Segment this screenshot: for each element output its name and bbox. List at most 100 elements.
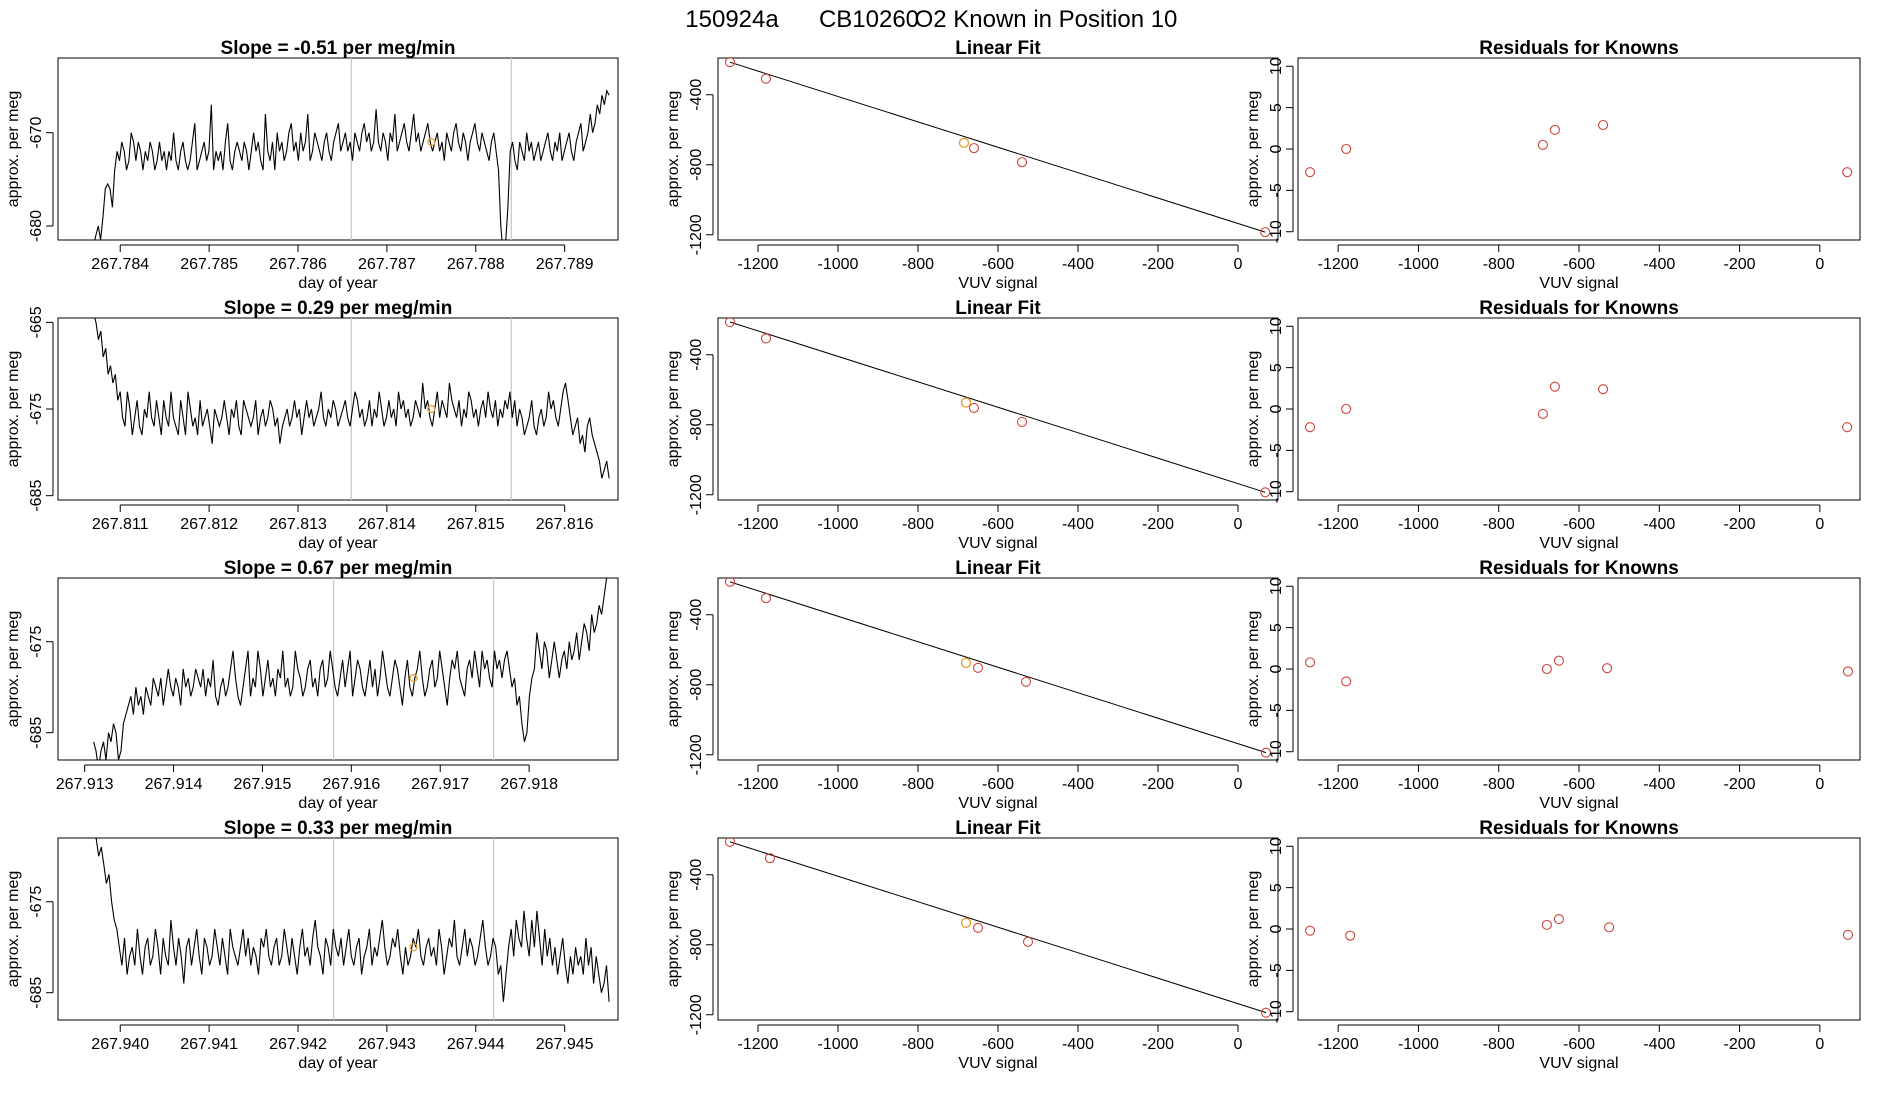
- row1-time-series-x-tick-label: 267.788: [447, 256, 505, 273]
- row2-time-series-plot-frame: [57, 317, 619, 501]
- row1-linear-fit-x-tick-label: -1200: [738, 256, 779, 273]
- row3-residuals-y-tick-label: -10: [1268, 740, 1285, 763]
- row3-linear-fit-x-tick-label: -1000: [818, 776, 859, 793]
- row4-residuals-x-tick-label: -200: [1724, 1036, 1756, 1053]
- row2-time-series-signal-trace: [94, 318, 610, 479]
- row1-residuals-known-point: [1537, 139, 1548, 150]
- row2-linear-fit-x-axis-label: VUV signal: [958, 535, 1037, 552]
- row4-linear-fit-known-point: [724, 838, 736, 847]
- row1-residuals-x-tick-label: 0: [1815, 256, 1824, 273]
- row1-linear-fit-known-point: [724, 58, 736, 68]
- row2-linear-fit-data-marks: [724, 318, 1271, 498]
- row1-residuals-known-point: [1341, 143, 1352, 155]
- row1-residuals-y-tick-label: 0: [1268, 144, 1285, 153]
- row4-time-series-x-tick-label: 267.940: [91, 1036, 149, 1053]
- row4-time-series-title: Slope = 0.33 per meg/min: [224, 818, 453, 839]
- row4-time-series-x-tick-label: 267.944: [447, 1036, 505, 1053]
- row4-residuals-x-tick-label: 0: [1815, 1036, 1824, 1053]
- row4-linear-fit-x-tick-label: -1200: [738, 1036, 779, 1053]
- row3-linear-fit-data-marks: [724, 578, 1272, 758]
- row3-residuals-x-tick-label: -800: [1483, 776, 1515, 793]
- row3-linear-fit-x-tick-label: -600: [982, 776, 1014, 793]
- row4-linear-fit-x-tick-label: -400: [1062, 1036, 1094, 1053]
- row1-time-series-data-marks: [94, 58, 610, 240]
- row2-residuals-plot-frame: [1297, 317, 1861, 501]
- row4-residuals-known-point: [1553, 914, 1564, 925]
- row2-linear-fit-x-tick-label: -1000: [818, 516, 859, 533]
- row2-time-series-data-marks: [94, 318, 610, 500]
- row2-linear-fit-title: Linear Fit: [955, 298, 1041, 319]
- row2-residuals-x-tick-label: -1200: [1318, 516, 1359, 533]
- row1-time-series-title: Slope = -0.51 per meg/min: [221, 38, 456, 59]
- row2-linear-fit-known-point: [968, 402, 980, 414]
- row1-residuals-x-axis-label: VUV signal: [1539, 275, 1618, 292]
- row2-linear-fit-y-tick-label: -1200: [688, 474, 705, 515]
- row1-linear-fit-x-tick-label: -600: [982, 256, 1014, 273]
- row1-time-series-y-tick-label: -670: [28, 117, 45, 149]
- row3-residuals-x-tick-label: -400: [1643, 776, 1675, 793]
- row1-linear-fit-y-tick-label: -1200: [688, 214, 705, 255]
- row2-time-series-x-axis-label: day of year: [298, 535, 378, 552]
- row1-linear-fit-known-point: [968, 143, 980, 154]
- row4-linear-fit-known-point: [972, 922, 984, 933]
- row3-linear-fit-title: Linear Fit: [955, 558, 1041, 579]
- row3-linear-fit-y-axis-label: approx. per meg: [665, 611, 682, 728]
- row2-residuals-y-tick-label: 0: [1268, 404, 1285, 413]
- row2-time-series-x-tick-label: 267.812: [180, 516, 238, 533]
- row1-time-series-y-tick-label: -680: [28, 210, 45, 242]
- row3-time-series-title: Slope = 0.67 per meg/min: [224, 558, 453, 579]
- row4-linear-fit-fit-line: [729, 841, 1267, 1014]
- row1-linear-fit-known-point: [1260, 227, 1271, 238]
- row2-residuals-data-marks: [1304, 381, 1853, 433]
- row2-residuals-known-point: [1341, 403, 1352, 415]
- row1-residuals-x-tick-label: -1200: [1318, 256, 1359, 273]
- row3-residuals-x-tick-label: -600: [1563, 776, 1595, 793]
- row4-residuals-y-tick-label: 5: [1268, 883, 1285, 892]
- row3-residuals-plot-frame: [1297, 577, 1861, 761]
- row2-linear-fit-panel: Linear Fit -1200 -1000 -800 -600 -400 -200 0 VUV…: [665, 298, 1279, 552]
- row3-residuals-data-marks: [1304, 655, 1854, 687]
- row1-time-series-panel: Slope = -0.51 per meg/min 267.784 267.785 2…: [5, 38, 619, 292]
- row4-linear-fit-x-axis-label: VUV signal: [958, 1055, 1037, 1072]
- row1-linear-fit-y-tick-label: -400: [688, 79, 705, 111]
- row3-residuals-title: Residuals for Knowns: [1479, 558, 1679, 579]
- row3-time-series-mean-marker: [409, 673, 418, 683]
- row1-residuals-known-point: [1304, 167, 1316, 178]
- row3-residuals-y-tick-label: 5: [1268, 623, 1285, 632]
- row3-residuals-x-tick-label: -200: [1724, 776, 1756, 793]
- row4-residuals-x-tick-label: -1200: [1318, 1036, 1359, 1053]
- row2-linear-fit-x-tick-label: -800: [902, 516, 934, 533]
- row4-time-series-data-marks: [95, 838, 610, 1020]
- row3-time-series-data-marks: [93, 578, 608, 760]
- row3-residuals-x-tick-label: -1000: [1398, 776, 1439, 793]
- row2-residuals-y-tick-label: 10: [1268, 317, 1285, 335]
- row4-linear-fit-x-tick-label: -800: [902, 1036, 934, 1053]
- row2-linear-fit-known-point: [724, 318, 736, 328]
- row1-linear-fit-fit-line: [729, 61, 1266, 233]
- row2-residuals-known-point: [1549, 381, 1560, 392]
- row1-time-series-x-tick-label: 267.789: [536, 256, 594, 273]
- row2-residuals-x-tick-label: -800: [1483, 516, 1515, 533]
- row2-residuals-x-axis-label: VUV signal: [1539, 535, 1618, 552]
- row3-residuals-known-point: [1304, 657, 1316, 668]
- row4-residuals-y-tick-label: -10: [1268, 1000, 1285, 1023]
- row3-residuals-x-axis-label: VUV signal: [1539, 795, 1618, 812]
- row3-linear-fit-known-point: [760, 593, 772, 604]
- row1-linear-fit-x-tick-label: -200: [1142, 256, 1174, 273]
- row1-residuals-x-tick-label: -400: [1643, 256, 1675, 273]
- figure-title-run: 150924a: [685, 6, 779, 33]
- row1-linear-fit-x-tick-label: -1000: [818, 256, 859, 273]
- row2-linear-fit-known-point: [760, 333, 772, 344]
- row1-residuals-x-tick-label: -600: [1563, 256, 1595, 273]
- row2-time-series-x-tick-label: 267.811: [92, 516, 149, 533]
- row3-residuals-known-point: [1541, 663, 1552, 675]
- row4-residuals-x-axis-label: VUV signal: [1539, 1055, 1618, 1072]
- row3-linear-fit-known-point: [972, 662, 984, 673]
- row4-time-series-x-tick-label: 267.943: [358, 1036, 416, 1053]
- row3-linear-fit-sample-point: [960, 657, 972, 669]
- row4-residuals-y-tick-label: -5: [1268, 963, 1285, 977]
- row4-residuals-x-tick-label: -1000: [1398, 1036, 1439, 1053]
- row2-linear-fit-y-tick-label: -800: [688, 409, 705, 441]
- row1-residuals-panel: Residuals for Knowns-1200 -1000 -800 -600 -4…: [1245, 38, 1861, 292]
- row2-linear-fit-x-tick-label: -1200: [738, 516, 779, 533]
